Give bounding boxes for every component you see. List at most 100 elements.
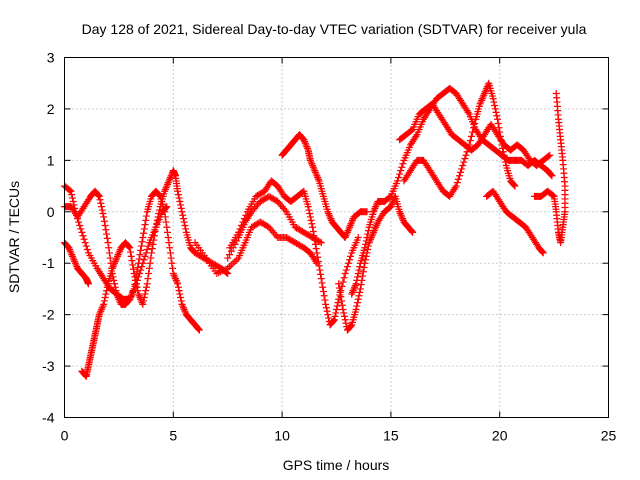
data-point — [303, 143, 311, 151]
data-point — [320, 292, 328, 300]
data-point — [102, 226, 110, 234]
data-point — [393, 177, 401, 185]
data-point — [134, 259, 142, 267]
data-points-layer — [61, 79, 569, 380]
data-point — [317, 275, 325, 283]
data-point — [330, 316, 338, 324]
data-point — [348, 288, 356, 296]
data-point — [476, 100, 484, 108]
data-point — [172, 276, 180, 284]
data-point — [113, 254, 121, 262]
data-point — [317, 239, 325, 247]
data-point — [151, 228, 159, 235]
data-point — [195, 326, 203, 334]
data-point — [179, 211, 187, 219]
data-point — [359, 268, 367, 276]
data-point — [171, 275, 179, 283]
data-point — [100, 297, 108, 305]
data-point — [311, 167, 319, 175]
data-point — [77, 225, 85, 233]
data-point — [335, 284, 343, 292]
data-point — [174, 187, 182, 195]
data-point — [103, 234, 111, 242]
data-point — [127, 294, 135, 301]
y-tick-label: 1 — [47, 152, 55, 168]
data-point — [496, 128, 504, 136]
data-point — [168, 259, 176, 267]
data-point — [143, 246, 151, 253]
data-point — [369, 228, 377, 236]
data-point — [171, 273, 179, 281]
data-point — [150, 232, 158, 240]
data-point — [138, 263, 146, 271]
data-point — [161, 213, 169, 221]
data-point — [397, 167, 405, 175]
data-point — [494, 115, 502, 123]
data-point — [465, 141, 473, 149]
data-point — [182, 225, 190, 233]
data-point — [462, 151, 470, 159]
data-point — [132, 280, 140, 288]
data-point — [69, 198, 77, 205]
data-point — [111, 258, 119, 265]
data-point — [84, 280, 92, 288]
data-point — [330, 317, 338, 325]
data-point — [312, 170, 320, 178]
data-point — [333, 306, 340, 313]
data-point — [313, 172, 321, 180]
data-point — [360, 264, 368, 271]
data-point — [339, 278, 347, 286]
data-point — [126, 295, 134, 303]
data-point — [177, 297, 185, 305]
data-point — [364, 227, 372, 235]
data-point — [162, 218, 170, 226]
data-point — [356, 288, 364, 296]
data-point — [101, 294, 109, 301]
series-track-m — [483, 187, 547, 257]
data-point — [163, 180, 171, 188]
y-tick-label: -2 — [42, 307, 55, 323]
data-point — [147, 254, 155, 262]
data-point — [363, 208, 371, 216]
data-point — [149, 240, 157, 248]
data-point — [317, 270, 325, 278]
data-point — [161, 208, 169, 216]
data-point — [319, 288, 327, 295]
data-point — [153, 216, 161, 224]
data-point — [350, 285, 358, 293]
data-point — [545, 152, 553, 160]
data-point — [165, 239, 173, 247]
data-point — [95, 192, 103, 199]
data-point — [480, 91, 488, 99]
data-point — [314, 253, 322, 261]
data-point — [134, 287, 142, 295]
data-point — [322, 304, 330, 312]
data-point — [105, 244, 113, 252]
data-point — [132, 276, 140, 284]
data-point — [126, 244, 134, 252]
data-point — [341, 270, 349, 277]
data-point — [310, 232, 318, 240]
data-point — [397, 211, 405, 219]
data-point — [163, 182, 171, 190]
data-point — [342, 232, 350, 240]
data-point — [236, 225, 244, 233]
data-point — [97, 203, 105, 211]
data-point — [362, 240, 370, 248]
data-point — [369, 208, 377, 216]
data-point — [176, 198, 184, 205]
data-point — [129, 261, 137, 269]
data-point — [368, 232, 376, 240]
data-point — [412, 132, 420, 140]
data-point — [155, 210, 163, 217]
data-point — [76, 222, 84, 229]
data-point — [127, 252, 135, 260]
data-point — [113, 290, 121, 298]
data-point — [325, 210, 333, 217]
data-point — [340, 309, 348, 317]
data-point — [478, 95, 486, 103]
data-point — [324, 311, 332, 319]
data-point — [460, 158, 468, 166]
data-point — [166, 244, 174, 252]
data-point — [100, 217, 108, 225]
